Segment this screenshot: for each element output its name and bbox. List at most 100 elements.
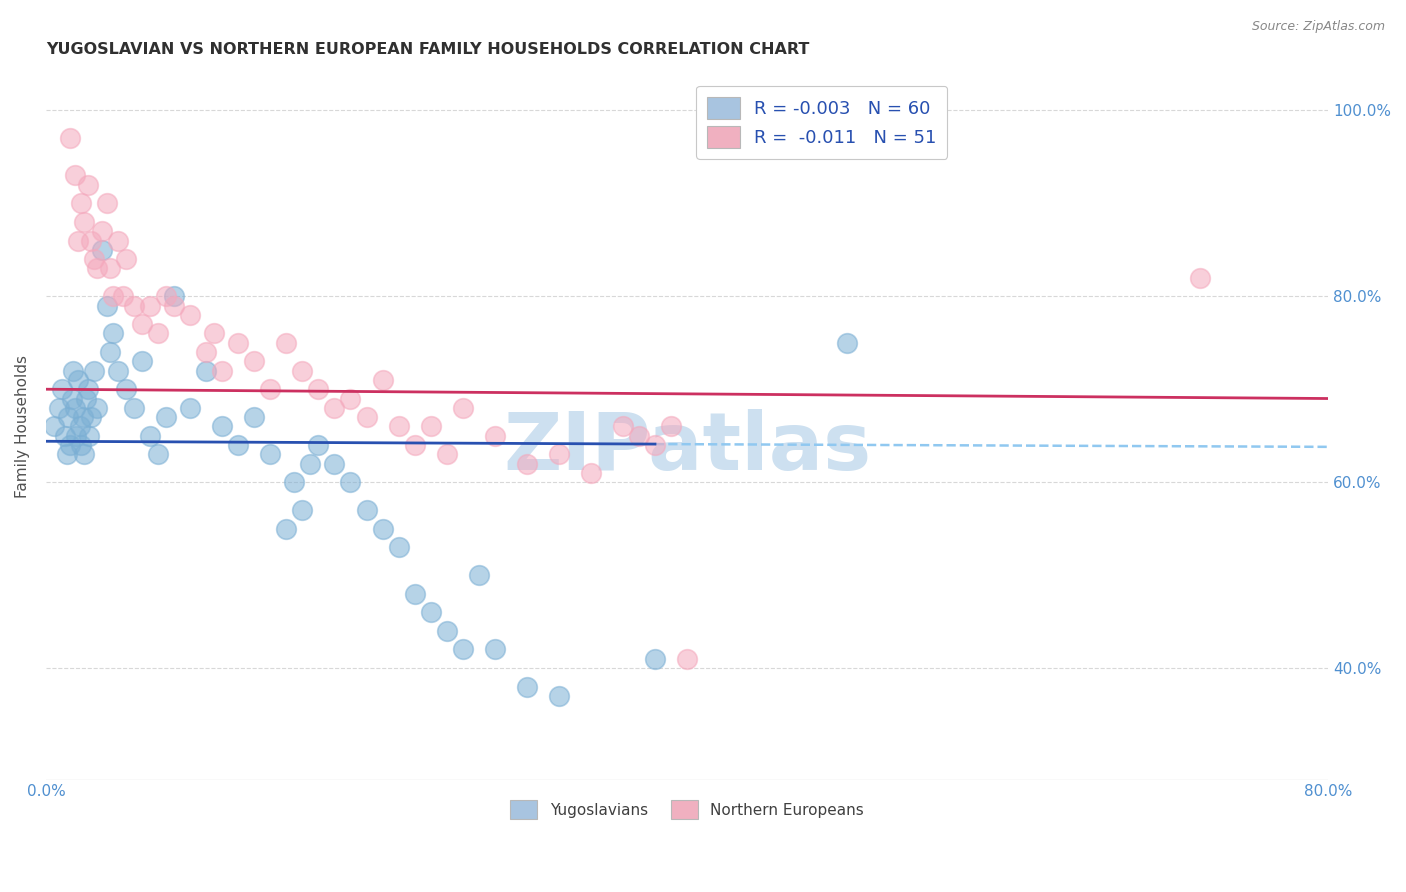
Point [516, 680, 538, 694]
Point [163, 289, 186, 303]
Point [72, 410, 94, 425]
Point [155, 410, 177, 425]
Point [436, 624, 458, 638]
Point [65, 428, 87, 442]
Point [323, 457, 346, 471]
Point [259, 382, 281, 396]
Point [122, 401, 145, 415]
Point [70, 438, 93, 452]
Point [80, 410, 103, 425]
Point [66, 373, 89, 387]
Point [115, 252, 138, 266]
Point [659, 419, 682, 434]
Point [83, 252, 105, 266]
Point [63, 401, 86, 415]
Point [467, 568, 489, 582]
Point [53, 428, 76, 442]
Point [59, 438, 82, 452]
Point [77, 428, 100, 442]
Point [62, 364, 84, 378]
Point [259, 447, 281, 461]
Point [60, 392, 83, 406]
Point [195, 345, 218, 359]
Legend: Yugoslavians, Northern Europeans: Yugoslavians, Northern Europeans [503, 794, 870, 825]
Point [419, 605, 441, 619]
Point [484, 428, 506, 442]
Point [387, 540, 409, 554]
Point [1188, 270, 1211, 285]
Point [51, 382, 73, 396]
Point [291, 364, 314, 378]
Point [451, 642, 474, 657]
Point [115, 382, 138, 396]
Point [579, 466, 602, 480]
Text: YUGOSLAVIAN VS NORTHERN EUROPEAN FAMILY HOUSEHOLDS CORRELATION CHART: YUGOSLAVIAN VS NORTHERN EUROPEAN FAMILY … [46, 42, 810, 57]
Point [83, 364, 105, 378]
Point [371, 373, 394, 387]
Point [451, 401, 474, 415]
Point [80, 234, 103, 248]
Point [56, 447, 79, 461]
Point [73, 215, 96, 229]
Point [307, 438, 329, 452]
Point [98, 261, 121, 276]
Point [107, 234, 129, 248]
Point [146, 447, 169, 461]
Point [98, 345, 121, 359]
Point [122, 299, 145, 313]
Point [307, 382, 329, 396]
Point [676, 652, 699, 666]
Point [131, 317, 153, 331]
Point [59, 131, 82, 145]
Point [837, 335, 859, 350]
Point [42, 419, 65, 434]
Point [243, 354, 266, 368]
Point [419, 419, 441, 434]
Y-axis label: Family Households: Family Households [15, 355, 30, 498]
Point [66, 234, 89, 248]
Point [211, 364, 233, 378]
Point [96, 196, 118, 211]
Point [96, 299, 118, 313]
Point [276, 522, 298, 536]
Point [516, 457, 538, 471]
Point [404, 587, 426, 601]
Point [75, 392, 97, 406]
Point [404, 438, 426, 452]
Point [627, 428, 650, 442]
Point [202, 326, 225, 341]
Point [131, 354, 153, 368]
Point [103, 326, 125, 341]
Point [226, 335, 249, 350]
Point [91, 224, 114, 238]
Point [436, 447, 458, 461]
Point [48, 401, 70, 415]
Point [339, 475, 361, 490]
Point [299, 457, 322, 471]
Point [387, 419, 409, 434]
Point [86, 261, 108, 276]
Point [371, 522, 394, 536]
Point [146, 326, 169, 341]
Point [356, 503, 378, 517]
Text: ZIPatlas: ZIPatlas [503, 409, 872, 487]
Text: Source: ZipAtlas.com: Source: ZipAtlas.com [1251, 20, 1385, 33]
Point [211, 419, 233, 434]
Point [644, 652, 666, 666]
Point [69, 419, 91, 434]
Point [339, 392, 361, 406]
Point [276, 335, 298, 350]
Point [195, 364, 218, 378]
Point [484, 642, 506, 657]
Point [179, 308, 201, 322]
Point [103, 289, 125, 303]
Point [73, 447, 96, 461]
Point [91, 243, 114, 257]
Point [547, 689, 569, 703]
Point [111, 289, 134, 303]
Point [70, 196, 93, 211]
Point [179, 401, 201, 415]
Point [155, 289, 177, 303]
Point [139, 428, 162, 442]
Point [139, 299, 162, 313]
